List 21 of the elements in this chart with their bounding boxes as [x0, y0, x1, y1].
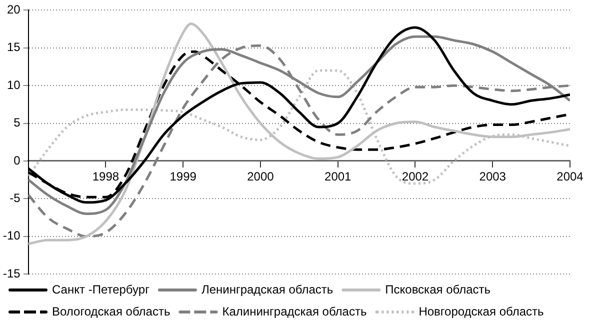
legend-label: Новгородская область [418, 304, 544, 318]
y-tick-label: -10 [3, 228, 21, 243]
legend-label: Вологодская область [52, 304, 170, 318]
x-tick-label: 2002 [402, 169, 429, 184]
y-tick-label: -15 [3, 266, 21, 280]
y-tick-label: 15 [6, 40, 21, 54]
legend-label: Псковская область [385, 282, 491, 296]
y-tick-label: -5 [10, 190, 21, 205]
x-tick-label: 1999 [170, 169, 197, 184]
x-tick-label: 2004 [556, 169, 584, 184]
y-tick-label: 10 [6, 78, 21, 92]
legend-label: Калининградская область [222, 304, 367, 318]
y-tick-label: 5 [14, 116, 21, 130]
x-tick-label: 1998 [92, 169, 120, 184]
y-tick-label: 0 [14, 153, 21, 168]
x-tick-label: 2000 [247, 169, 274, 184]
legend-label: Ленинградская область [201, 282, 334, 296]
y-tick-label: 20 [6, 2, 21, 17]
x-tick-label: 2003 [479, 169, 506, 184]
legend-label: Санкт -Петербург [52, 282, 150, 296]
x-tick-label: 2001 [324, 169, 352, 184]
